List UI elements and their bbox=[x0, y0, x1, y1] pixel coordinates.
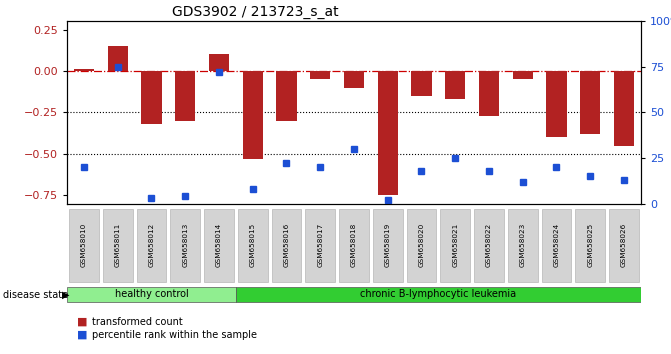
Text: GSM658013: GSM658013 bbox=[183, 223, 189, 267]
Bar bbox=[170, 209, 200, 282]
Bar bbox=[508, 209, 537, 282]
Bar bbox=[344, 71, 364, 87]
Bar bbox=[142, 71, 162, 124]
Text: GSM658014: GSM658014 bbox=[216, 223, 222, 267]
Bar bbox=[272, 209, 301, 282]
Text: GSM658016: GSM658016 bbox=[283, 223, 289, 267]
Text: ▶: ▶ bbox=[62, 290, 70, 299]
Bar bbox=[276, 71, 297, 121]
Bar bbox=[445, 71, 465, 99]
Bar bbox=[175, 71, 195, 121]
Bar bbox=[310, 71, 330, 79]
Bar bbox=[614, 71, 634, 145]
Bar bbox=[67, 286, 236, 302]
Bar bbox=[305, 209, 335, 282]
Bar bbox=[546, 71, 566, 137]
Bar bbox=[209, 55, 229, 71]
Text: GSM658017: GSM658017 bbox=[317, 223, 323, 267]
Bar bbox=[479, 71, 499, 116]
Bar bbox=[513, 71, 533, 79]
Text: GSM658025: GSM658025 bbox=[587, 223, 593, 267]
Bar bbox=[575, 209, 605, 282]
Bar bbox=[69, 209, 99, 282]
Text: GSM658018: GSM658018 bbox=[351, 223, 357, 267]
Text: disease state: disease state bbox=[3, 290, 68, 299]
Bar bbox=[236, 286, 641, 302]
Bar bbox=[339, 209, 369, 282]
Bar bbox=[74, 69, 94, 71]
Bar bbox=[411, 71, 431, 96]
Bar bbox=[107, 46, 128, 71]
Bar bbox=[243, 71, 263, 159]
Text: percentile rank within the sample: percentile rank within the sample bbox=[92, 330, 257, 339]
Bar bbox=[440, 209, 470, 282]
Text: GSM658022: GSM658022 bbox=[486, 223, 492, 267]
Text: GSM658021: GSM658021 bbox=[452, 223, 458, 267]
Text: GSM658020: GSM658020 bbox=[419, 223, 425, 267]
Bar bbox=[137, 209, 166, 282]
Bar bbox=[373, 209, 403, 282]
Bar bbox=[103, 209, 133, 282]
Text: GSM658024: GSM658024 bbox=[554, 223, 560, 267]
Text: transformed count: transformed count bbox=[92, 317, 183, 327]
Text: GSM658019: GSM658019 bbox=[384, 223, 391, 267]
Text: chronic B-lymphocytic leukemia: chronic B-lymphocytic leukemia bbox=[360, 289, 517, 299]
Text: GSM658015: GSM658015 bbox=[250, 223, 256, 267]
Bar bbox=[204, 209, 234, 282]
Bar bbox=[580, 71, 601, 134]
Bar bbox=[407, 209, 436, 282]
Text: ■: ■ bbox=[77, 317, 88, 327]
Text: GDS3902 / 213723_s_at: GDS3902 / 213723_s_at bbox=[172, 5, 338, 19]
Bar bbox=[238, 209, 268, 282]
Bar bbox=[609, 209, 639, 282]
Bar bbox=[541, 209, 571, 282]
Bar bbox=[378, 71, 398, 195]
Text: GSM658023: GSM658023 bbox=[519, 223, 525, 267]
Text: GSM658011: GSM658011 bbox=[115, 223, 121, 267]
Text: healthy control: healthy control bbox=[115, 289, 189, 299]
Text: GSM658010: GSM658010 bbox=[81, 223, 87, 267]
Bar bbox=[474, 209, 504, 282]
Text: ■: ■ bbox=[77, 330, 88, 339]
Text: GSM658012: GSM658012 bbox=[148, 223, 154, 267]
Text: GSM658026: GSM658026 bbox=[621, 223, 627, 267]
